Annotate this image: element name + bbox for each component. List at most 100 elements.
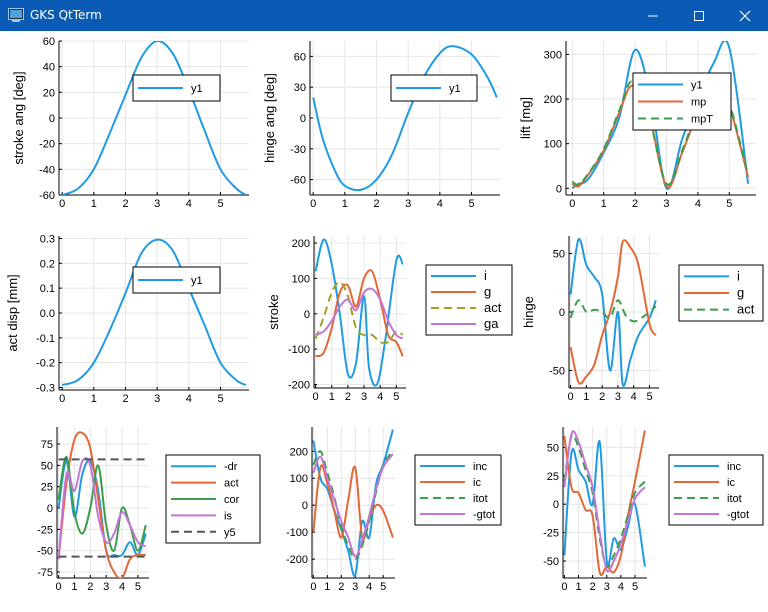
- x-tick-label: 2: [87, 581, 93, 593]
- x-tick-label: 1: [324, 581, 330, 593]
- series-line-itot: [312, 450, 394, 561]
- x-tick-label: 4: [631, 391, 637, 403]
- plot-canvas: 0 1 2 3 4 5 -60 -40 -20 0 20 40 60 stroke ang [deg] y1…: [0, 31, 768, 607]
- legend-label-inc: inc: [727, 461, 742, 473]
- y-tick-label: -60: [39, 190, 55, 202]
- legend-label--gtot: -gtot: [473, 509, 495, 521]
- legend-label-is: is: [224, 510, 232, 522]
- series-line-g: [569, 239, 657, 385]
- series-line-ga: [315, 287, 404, 340]
- legend-label-y1: y1: [191, 83, 203, 95]
- x-tick-label: 3: [663, 198, 669, 210]
- y-tick-label: -25: [543, 528, 559, 540]
- y-tick-label: -0.2: [36, 358, 55, 370]
- legend-label-itot: itot: [473, 493, 488, 505]
- legend-label-i: i: [737, 268, 740, 283]
- series-line-itot: [563, 433, 646, 569]
- minimize-icon: [648, 15, 658, 16]
- window-title: GKS QtTerm: [30, 8, 102, 22]
- x-tick-label: 2: [122, 198, 128, 210]
- x-tick-label: 3: [361, 391, 367, 403]
- x-tick-label: 2: [338, 581, 344, 593]
- y-tick-label: 0: [559, 307, 565, 319]
- legend-label-inc: inc: [473, 461, 488, 473]
- x-tick-label: 2: [590, 581, 596, 593]
- x-tick-label: 3: [604, 581, 610, 593]
- legend-label-i: i: [484, 268, 487, 283]
- x-tick-label: 1: [71, 581, 77, 593]
- y-tick-label: -200: [288, 379, 310, 391]
- series-line-act: [57, 431, 146, 578]
- x-tick-label: 0: [568, 391, 574, 403]
- x-tick-label: 5: [646, 391, 652, 403]
- y-tick-label: 0: [553, 499, 559, 511]
- legend-label-y1: y1: [191, 275, 203, 287]
- series-line-act: [569, 299, 657, 323]
- x-tick-label: 4: [618, 581, 624, 593]
- y-tick-label: 25: [41, 482, 53, 494]
- series-line--dr: [57, 459, 147, 558]
- maximize-button[interactable]: [676, 0, 722, 31]
- series-line-g: [315, 269, 404, 358]
- y-tick-label: 0: [49, 113, 55, 125]
- chart-stroke: 0 1 2 3 4 5 -60 -40 -20 0 20 40 60 stroke ang [deg] y1: [11, 36, 249, 210]
- x-tick-label: 3: [103, 581, 109, 593]
- x-tick-label: 1: [575, 581, 581, 593]
- x-tick-label: 0: [59, 393, 65, 405]
- x-tick-label: 4: [437, 198, 443, 210]
- legend-label-g: g: [484, 284, 491, 299]
- x-tick-label: 5: [726, 198, 732, 210]
- legend-label--dr: -dr: [224, 461, 238, 473]
- legend: y1: [132, 266, 221, 294]
- y-tick-label: -60: [290, 175, 306, 187]
- minimize-button[interactable]: [630, 0, 676, 31]
- legend-label-y1: y1: [449, 83, 461, 95]
- y-axis-label: hinge: [521, 296, 536, 328]
- y-tick-label: 100: [292, 273, 310, 285]
- series-line--gtot: [563, 430, 646, 573]
- x-tick-label: 0: [56, 581, 62, 593]
- y-tick-label: -20: [39, 139, 55, 151]
- y-tick-label: -100: [286, 527, 308, 539]
- y-tick-label: -100: [288, 344, 310, 356]
- x-tick-label: 1: [91, 393, 97, 405]
- y-tick-label: 0.3: [40, 233, 55, 245]
- x-tick-label: 4: [695, 198, 701, 210]
- x-tick-label: 0: [313, 391, 319, 403]
- y-tick-label: 200: [290, 446, 308, 458]
- y-tick-label: -50: [549, 365, 565, 377]
- x-tick-label: 1: [91, 198, 97, 210]
- y-tick-label: 100: [544, 139, 562, 151]
- series-line-y1: [61, 238, 247, 386]
- y-tick-label: 60: [43, 36, 55, 48]
- y-tick-label: 0: [302, 500, 308, 512]
- title-bar[interactable]: GKS QtTerm: [0, 0, 768, 31]
- y-tick-label: -25: [37, 524, 53, 536]
- y-axis-label: hinge ang [deg]: [262, 73, 277, 163]
- series-line-y1: [312, 45, 498, 192]
- legend-label-mp: mp: [691, 97, 706, 109]
- y-tick-label: 30: [294, 82, 306, 94]
- close-button[interactable]: [722, 0, 768, 31]
- x-tick-label: 1: [329, 391, 335, 403]
- y-tick-label: -50: [37, 546, 53, 558]
- x-tick-label: 5: [393, 391, 399, 403]
- y-tick-label: 75: [41, 439, 53, 451]
- x-tick-label: 3: [154, 393, 160, 405]
- legend-label-y5: y5: [224, 527, 236, 539]
- x-tick-label: 1: [342, 198, 348, 210]
- y-tick-label: 300: [544, 49, 562, 61]
- x-tick-label: 5: [468, 198, 474, 210]
- y-tick-label: 0.1: [40, 283, 55, 295]
- legend-label-mpT: mpT: [691, 114, 713, 126]
- x-tick-label: 0: [310, 198, 316, 210]
- series-line-ic: [312, 464, 394, 541]
- x-tick-label: 5: [135, 581, 141, 593]
- legend: inc ic itot -gtot: [668, 454, 764, 526]
- x-tick-label: 3: [405, 198, 411, 210]
- legend-label-cor: cor: [224, 494, 240, 506]
- series-line-i: [314, 238, 404, 387]
- y-tick-label: 60: [294, 51, 306, 63]
